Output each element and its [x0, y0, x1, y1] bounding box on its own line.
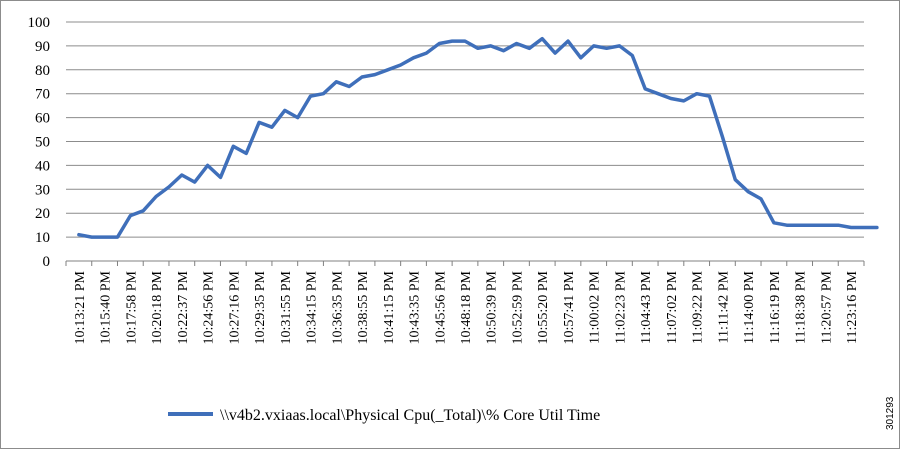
- x-tick-label: 10:27:16 PM: [227, 270, 242, 344]
- figure-id: 301293: [885, 396, 896, 430]
- x-tick-label: 11:16:19 PM: [768, 270, 783, 344]
- x-tick-label: 10:17:58 PM: [124, 270, 139, 344]
- x-tick-label: 10:15:40 PM: [99, 270, 114, 344]
- x-tick-label: 11:04:43 PM: [639, 270, 654, 344]
- y-tick-label: 40: [35, 158, 50, 174]
- gridlines: [66, 21, 864, 262]
- y-axis-ticks: 0 10 20 30 40 50 60 70 80 90 100: [28, 15, 51, 270]
- x-tick-label: 11:23:16 PM: [845, 270, 860, 344]
- x-tick-label: 10:43:35 PM: [408, 270, 423, 344]
- x-axis-ticks: 10:13:21 PM 10:15:40 PM 10:17:58 PM 10:20:1…: [65, 261, 865, 345]
- x-tick-label: 10:31:55 PM: [279, 270, 294, 344]
- x-tick-label: 10:13:21 PM: [73, 270, 88, 344]
- x-tick-label: 10:52:59 PM: [510, 270, 525, 344]
- series-layer: [77, 36, 879, 239]
- y-tick-label: 60: [35, 111, 50, 127]
- x-tick-label: 10:41:15 PM: [382, 270, 397, 344]
- x-tick-label: 10:57:41 PM: [562, 270, 577, 344]
- y-tick-label: 0: [43, 254, 51, 270]
- y-tick-label: 20: [35, 206, 50, 222]
- x-tick-label: 10:48:18 PM: [459, 270, 474, 344]
- x-tick-label: 10:55:20 PM: [536, 270, 551, 344]
- x-tick-label: 11:09:22 PM: [691, 270, 706, 344]
- legend: \\v4b2.vxiaas.local\Physical Cpu(_Total)…: [168, 407, 600, 424]
- y-tick-label: 100: [28, 15, 51, 31]
- x-tick-label: 11:11:42 PM: [716, 270, 731, 343]
- x-tick-label: 11:18:38 PM: [794, 270, 809, 344]
- y-tick-label: 50: [35, 135, 50, 151]
- y-tick-label: 80: [35, 63, 50, 79]
- y-tick-label: 30: [35, 182, 50, 198]
- y-tick-label: 10: [35, 230, 50, 246]
- legend-label: \\v4b2.vxiaas.local\Physical Cpu(_Total)…: [220, 407, 600, 424]
- x-tick-label: 10:34:15 PM: [305, 270, 320, 344]
- x-tick-label: 10:20:18 PM: [150, 270, 165, 344]
- y-tick-label: 90: [35, 39, 50, 55]
- x-tick-label: 11:14:00 PM: [742, 270, 757, 344]
- x-tick-label: 10:38:55 PM: [356, 270, 371, 344]
- x-tick-label: 11:02:23 PM: [613, 270, 628, 344]
- x-tick-label: 10:36:35 PM: [330, 270, 345, 344]
- x-tick-label: 10:50:39 PM: [485, 270, 500, 344]
- x-tick-label: 10:29:35 PM: [253, 270, 268, 344]
- x-tick-label: 11:00:02 PM: [588, 270, 603, 344]
- series-line: [77, 36, 879, 239]
- y-tick-label: 70: [35, 87, 50, 103]
- x-tick-label: 11:07:02 PM: [665, 270, 680, 344]
- x-tick-label: 10:22:37 PM: [176, 270, 191, 344]
- x-tick-label: 11:20:57 PM: [819, 270, 834, 344]
- x-tick-label: 10:24:56 PM: [202, 270, 217, 344]
- x-tick-label: 10:45:56 PM: [433, 270, 448, 344]
